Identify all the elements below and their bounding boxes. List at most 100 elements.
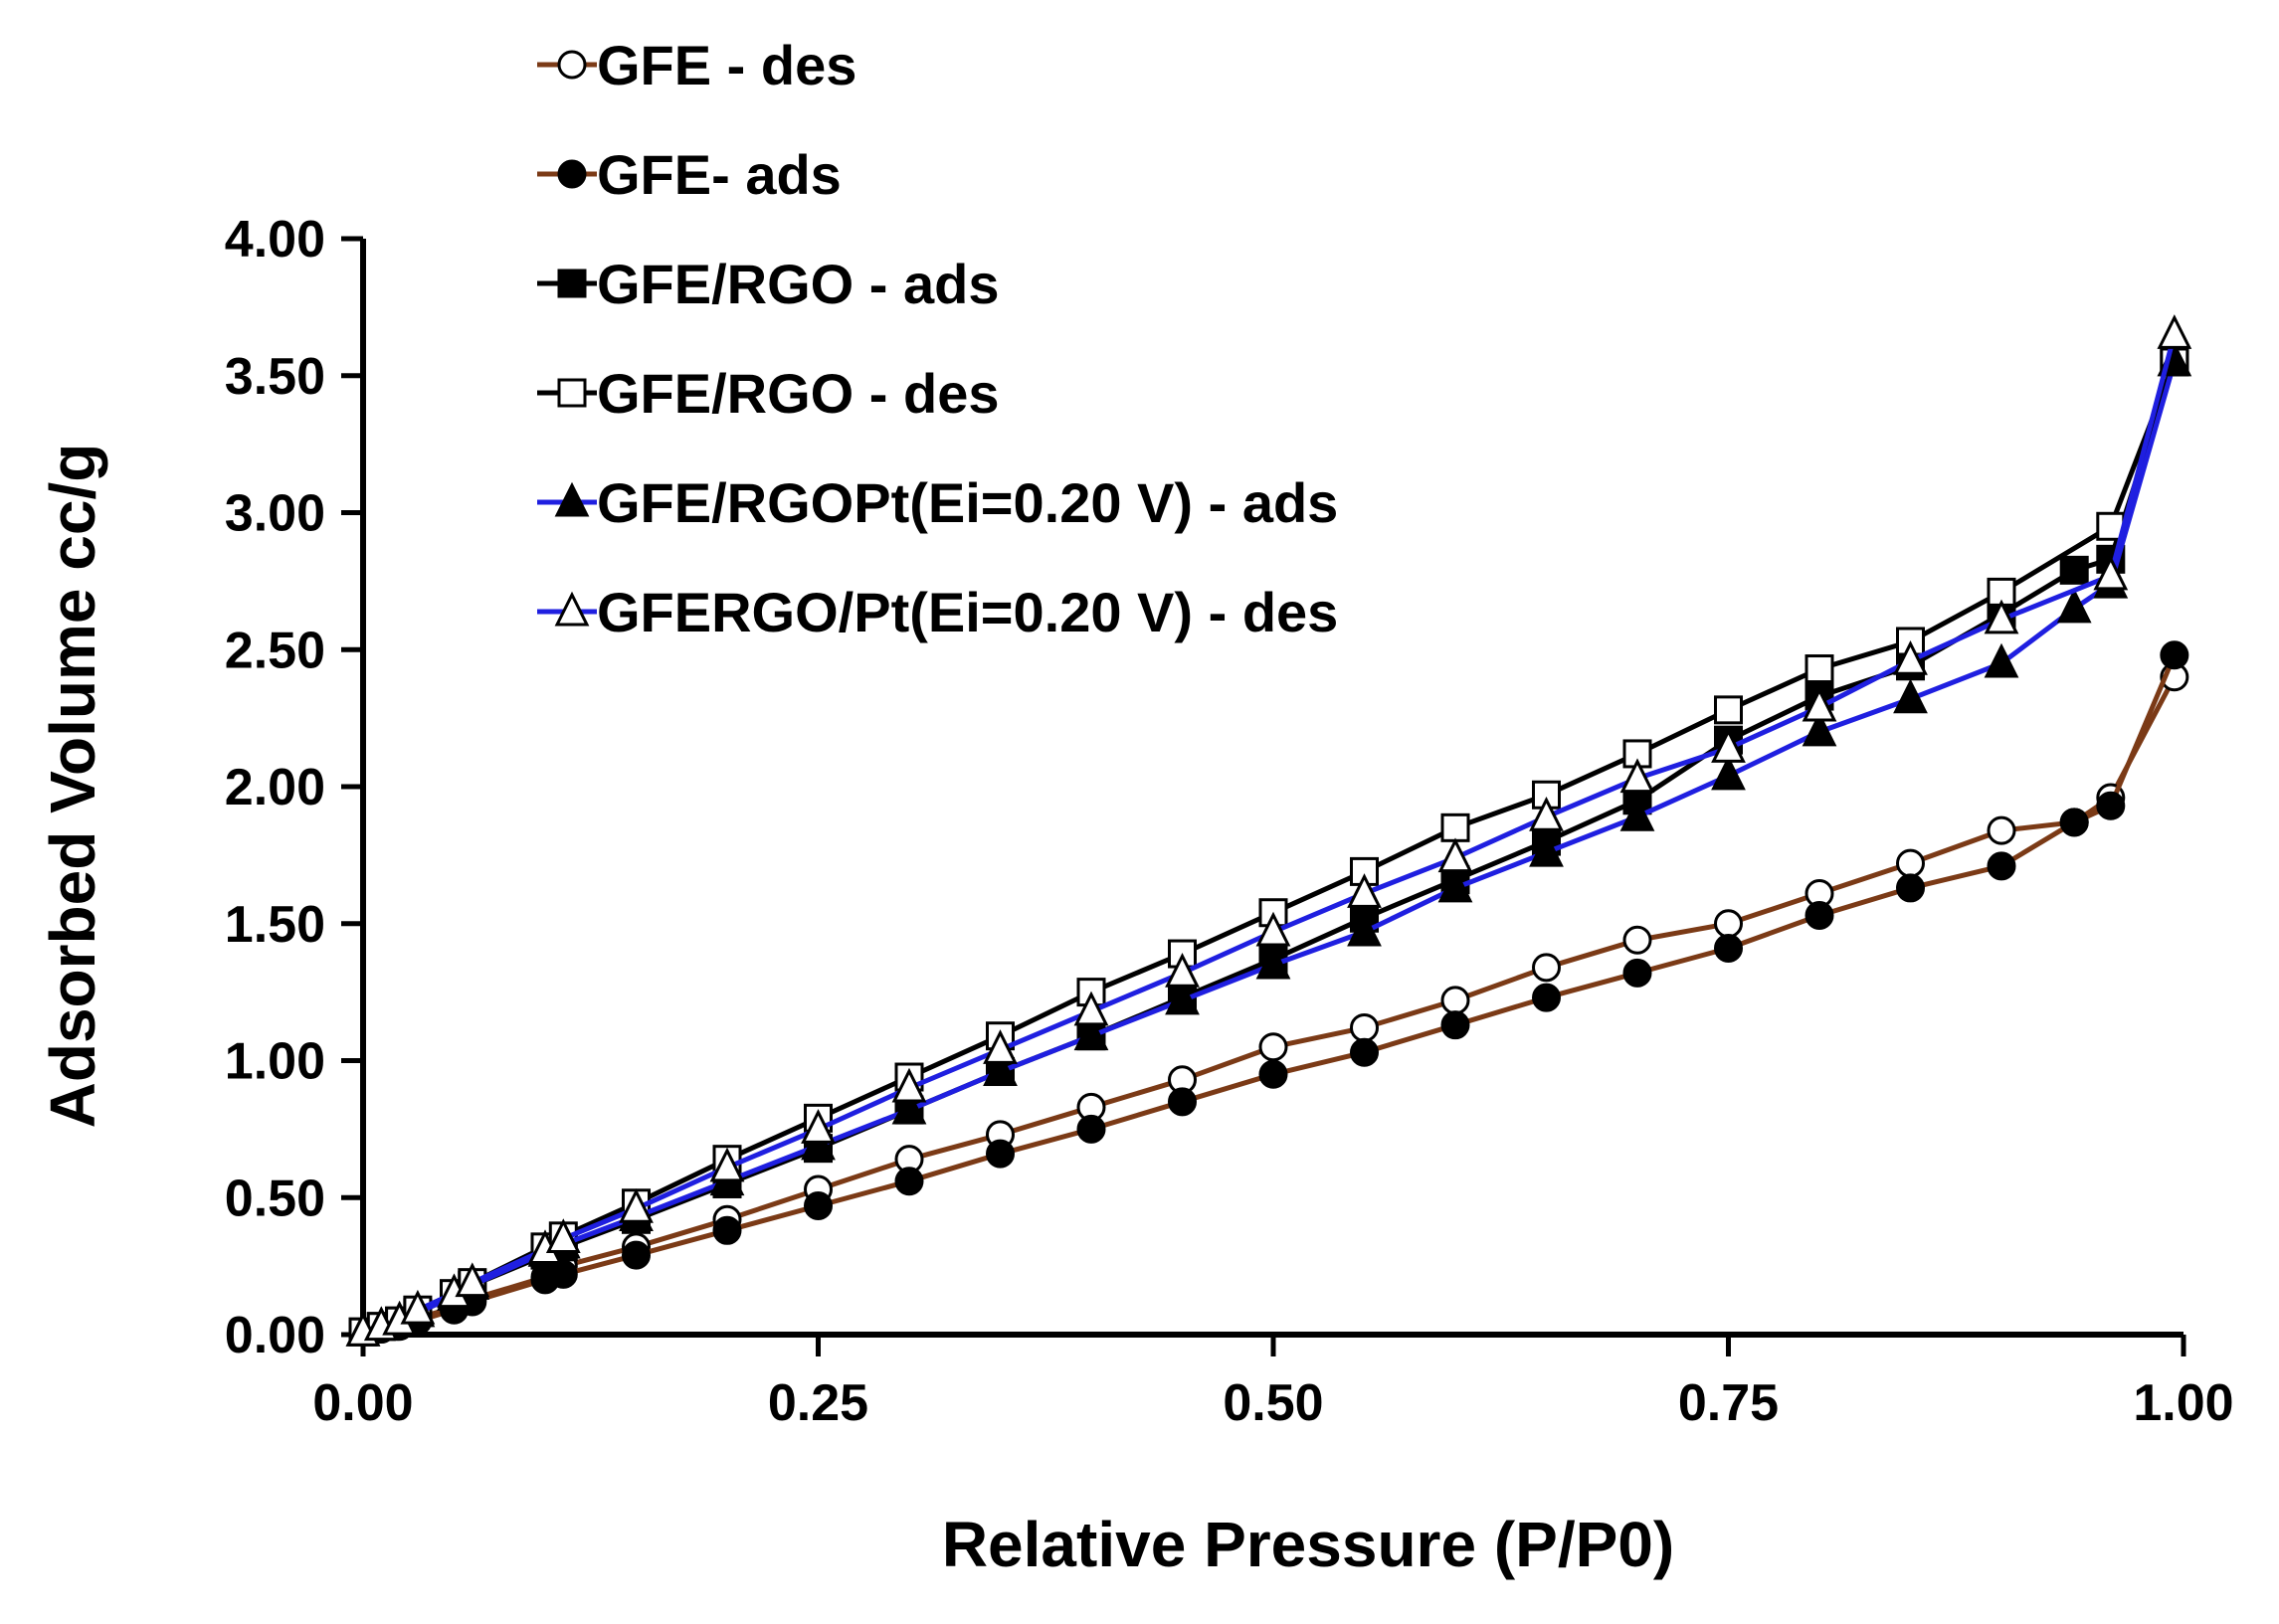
data-point [1532,983,1561,1012]
data-point [1440,1010,1470,1040]
data-point [1350,1012,1379,1042]
data-point [1255,944,1291,980]
data-point [1529,797,1564,831]
legend-item: GFE- ads [537,143,842,206]
data-point [1622,925,1652,955]
data-point [1168,1087,1197,1117]
data-point [1893,678,1928,714]
data-point [1804,654,1834,684]
legend-marker [557,159,587,189]
legend-marker [554,591,590,627]
data-point [1440,812,1470,842]
series-1 [348,662,2189,1347]
data-point [1532,953,1561,983]
data-point [1802,711,1837,747]
data-point [983,1029,1018,1064]
data-point [2059,808,2089,837]
legend-label: GFE - des [597,34,856,96]
legend-label: GFE/RGOPt(Ei=0.20 V) - ads [597,471,1338,534]
data-point [1804,900,1834,930]
data-point [1529,831,1564,867]
data-point [801,1125,836,1161]
data-point [894,1167,924,1196]
data-point [545,1218,581,1254]
y-tick-label: 4.00 [225,211,325,269]
y-tick-label: 3.00 [225,485,325,543]
y-axis-title: Adsorbed Volume cc/g [37,444,108,1129]
data-point [1987,815,2016,845]
data-point [1437,867,1473,903]
data-point [2096,511,2126,541]
x-tick-label: 0.50 [1223,1374,1323,1432]
legend-label: GFE/RGO - des [597,362,1000,425]
data-point [2157,314,2192,349]
data-point [2093,555,2129,591]
data-point [1437,837,1473,873]
data-point [983,1051,1018,1086]
y-tick-label: 2.50 [225,622,325,679]
data-point [622,1240,651,1270]
data-point [1347,911,1382,947]
data-point [619,1187,654,1223]
data-point [1347,873,1382,908]
data-point [1711,755,1746,791]
series-layer [345,314,2192,1347]
data-point [804,1191,833,1221]
legend-item: GFE - des [537,34,856,96]
data-point [2059,555,2089,585]
x-tick-label: 0.25 [768,1374,868,1432]
data-point [1714,695,1743,725]
y-tick-label: 1.50 [225,896,325,954]
axes: 0.00 0.50 1.00 1.50 2.00 2.50 3.00 3.50 4.00 0.00… [225,211,2234,1432]
legend-marker [557,269,587,298]
data-point [1802,686,1837,722]
data-point [1619,758,1655,794]
data-point [1984,599,2019,634]
data-point [1073,1015,1109,1051]
y-tick-label: 0.50 [225,1170,325,1227]
x-tick-label: 0.75 [1678,1374,1779,1432]
data-point [1258,1032,1288,1062]
data-point [986,1139,1015,1169]
legend-item: GFE/RGO - des [537,362,1000,425]
legend-item: GFERGO/Pt(Ei=0.20 V) - des [537,581,1338,643]
y-tick-label: 1.00 [225,1033,325,1091]
legend-label: GFE- ads [597,143,842,206]
y-tick-label: 3.50 [225,348,325,406]
series-6 [345,314,2192,1347]
data-point [1896,873,1925,903]
x-tick-label: 1.00 [2133,1374,2233,1432]
legend-marker [557,378,587,408]
legend-item: GFE/RGOPt(Ei=0.20 V) - ads [537,471,1338,534]
data-point [2096,791,2126,820]
data-point [1255,911,1291,947]
data-point [2160,640,2189,670]
y-tick-label: 0.00 [225,1307,325,1364]
data-point [1258,1059,1288,1089]
data-point [1711,728,1746,763]
data-point [455,1262,490,1298]
data-point [400,1289,436,1325]
data-point [709,1147,745,1182]
data-point [891,1067,927,1103]
data-point [1619,797,1655,831]
data-point [1073,991,1109,1026]
data-point [1984,642,2019,678]
data-point [801,1109,836,1144]
x-tick-label: 0.00 [312,1374,413,1432]
legend-marker [554,481,590,517]
data-point [1714,909,1743,939]
legend-marker [557,50,587,80]
data-point [1440,986,1470,1015]
data-point [1165,953,1200,988]
data-point [1987,851,2016,881]
data-point [1622,958,1652,988]
data-point [2056,588,2092,624]
data-point [712,1215,742,1245]
data-point [1714,934,1743,964]
legend-item: GFE/RGO - ads [537,253,1000,315]
legend-label: GFE/RGO - ads [597,253,1000,315]
data-point [1893,639,1928,675]
